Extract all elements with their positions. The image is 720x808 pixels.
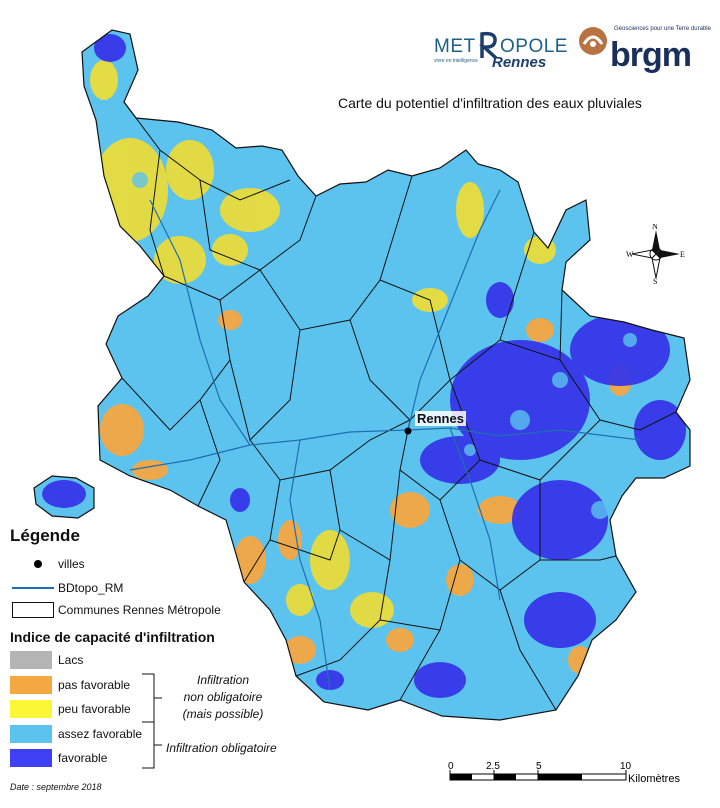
metropole-boundary xyxy=(81,29,691,721)
legend-title: Légende xyxy=(10,526,80,545)
communes-legend-symbol xyxy=(12,602,54,618)
group-non-obligatoire-line3: (mais possible) xyxy=(182,707,264,721)
date-label: Date : septembre 2018 xyxy=(10,782,102,792)
group-obligatoire-label: Infiltration obligatoire xyxy=(166,741,277,755)
legend-villes-label: villes xyxy=(58,557,85,571)
commune-boundaries xyxy=(121,101,677,711)
legend-swatch-5 xyxy=(10,749,52,767)
compass-south-label: S xyxy=(653,277,657,284)
legend-swatch-2 xyxy=(10,675,52,694)
legend-swatch-1 xyxy=(10,651,52,669)
compass-west-label: W xyxy=(626,250,634,259)
legend-class-label-5: favorable xyxy=(58,751,108,765)
scale-tick-0: 0 xyxy=(448,761,454,772)
rennes-city-label: Rennes xyxy=(415,411,466,426)
map-title: Carte du potentiel d'infiltration des ea… xyxy=(338,95,642,111)
rennes-city-point xyxy=(404,427,412,435)
scale-tick-2-5: 2.5 xyxy=(486,761,500,772)
legend-rivers-label: BDtopo_RM xyxy=(58,581,124,595)
legend-class-label-1: Lacs xyxy=(58,653,84,667)
legend-swatch-4 xyxy=(10,724,52,743)
scale-bar: 0 2.5 5 10 Kilomètres xyxy=(448,761,680,785)
scale-tick-10: 10 xyxy=(620,761,632,772)
villes-legend-symbol xyxy=(34,560,42,568)
north-arrow-compass-icon: N S W E xyxy=(626,224,685,284)
compass-north-label: N xyxy=(652,224,658,231)
legend-class-label-2: pas favorable xyxy=(58,677,131,692)
compass-east-label: E xyxy=(680,250,685,259)
rivers-bdtopo xyxy=(129,189,641,691)
legend-index-title: Indice de capacité d'infiltration xyxy=(10,629,215,645)
brgm-logo: Géosciences pour une Terre durable brgm xyxy=(578,26,711,78)
rennes-metropole-logo: MET OPOLE vivre en intelligence Rennes xyxy=(434,30,567,74)
detached-commune-boundary xyxy=(33,475,95,519)
legend-communes-label: Communes Rennes Métropole xyxy=(58,603,221,617)
scale-unit: Kilomètres xyxy=(628,773,680,785)
rivers-legend-symbol xyxy=(12,587,54,589)
legend-swatch-3 xyxy=(10,700,52,718)
scale-tick-5: 5 xyxy=(536,761,542,772)
legend-brackets xyxy=(142,673,162,769)
legend-class-label-3: peu favorable xyxy=(58,702,131,716)
group-non-obligatoire-line1: Infiltration xyxy=(196,673,250,687)
legend-class-label-4: assez favorable xyxy=(58,726,143,741)
group-non-obligatoire-line2: non obligatoire xyxy=(183,690,263,704)
